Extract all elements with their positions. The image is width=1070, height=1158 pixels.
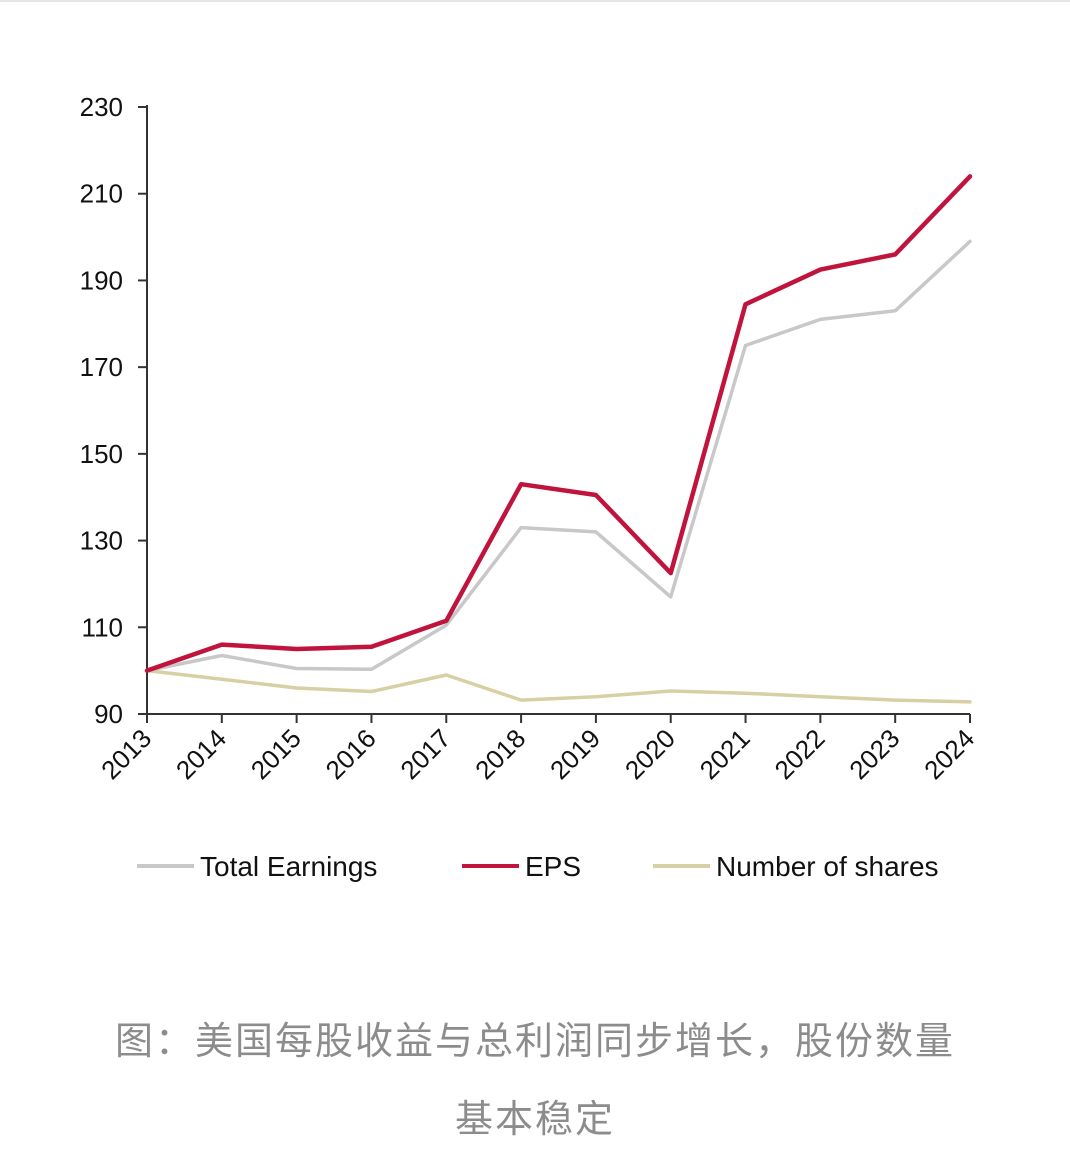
x-tick-label: 2021 <box>694 723 756 785</box>
y-tick-label: 90 <box>94 699 123 729</box>
x-tick-label: 2017 <box>394 723 456 785</box>
caption-line-1: 图：美国每股收益与总利润同步增长，股份数量 <box>114 1019 955 1063</box>
chart-series <box>144 174 973 704</box>
y-tick-label: 130 <box>80 526 123 556</box>
y-tick-label: 210 <box>80 179 123 209</box>
series-line-number-of-shares <box>145 668 972 704</box>
x-tick-label: 2016 <box>320 723 382 785</box>
legend-label: Total Earnings <box>200 851 377 882</box>
x-tick-label: 2023 <box>843 723 905 785</box>
y-tick-label: 230 <box>80 92 123 122</box>
y-tick-label: 190 <box>80 265 123 295</box>
caption-line-2: 基本稳定 <box>454 1097 615 1141</box>
x-tick-label: 2013 <box>95 723 157 785</box>
y-tick-label: 110 <box>82 612 123 642</box>
figure-caption: 图：美国每股收益与总利润同步增长，股份数量 基本稳定 <box>40 1002 1030 1158</box>
series-line-eps <box>144 174 973 673</box>
chart-legend: Total Earnings EPS Number of shares <box>137 851 939 882</box>
x-tick-label: 2015 <box>245 723 307 785</box>
y-tick-label: 150 <box>80 439 123 469</box>
y-tick-label: 170 <box>80 352 123 382</box>
x-tick-label: 2024 <box>918 723 980 785</box>
x-tick-label: 2020 <box>619 723 681 785</box>
legend-label: EPS <box>525 851 581 882</box>
series-line-total-earnings <box>145 239 972 673</box>
top-divider <box>0 0 1070 2</box>
x-tick-label: 2022 <box>768 723 830 785</box>
x-tick-label: 2014 <box>170 723 232 785</box>
x-tick-label: 2018 <box>469 723 531 785</box>
x-tick-label: 2019 <box>544 723 606 785</box>
legend-label: Number of shares <box>716 851 939 882</box>
